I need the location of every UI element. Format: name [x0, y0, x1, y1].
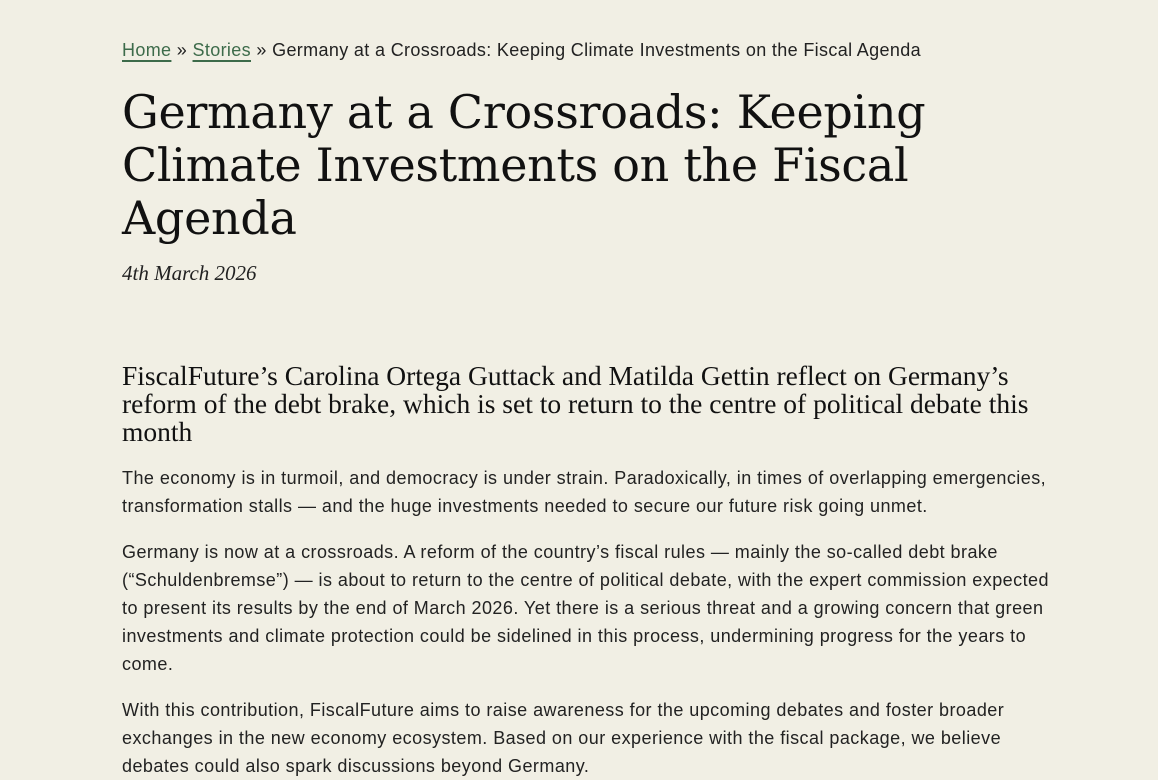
publish-date: 4th March 2026 [122, 261, 257, 285]
breadcrumb-separator: » [256, 40, 267, 60]
article: Home » Stories » Germany at a Crossroads… [122, 36, 1057, 780]
paragraph: Germany is now at a crossroads. A reform… [122, 542, 1049, 674]
paragraph: The economy is in turmoil, and democracy… [122, 468, 1047, 516]
breadcrumb-stories-link[interactable]: Stories [192, 40, 251, 60]
article-lede: FiscalFuture’s Carolina Ortega Guttack a… [122, 360, 1029, 447]
page-title: Germany at a Crossroads: Keeping Climate… [122, 85, 926, 245]
breadcrumb-home-link[interactable]: Home [122, 40, 172, 60]
paragraph: With this contribution, FiscalFuture aim… [122, 700, 1005, 776]
breadcrumb-separator: » [176, 40, 188, 60]
breadcrumb: Home » Stories » Germany at a Crossroads… [122, 36, 1057, 64]
breadcrumb-current: Germany at a Crossroads: Keeping Climate… [272, 40, 921, 60]
